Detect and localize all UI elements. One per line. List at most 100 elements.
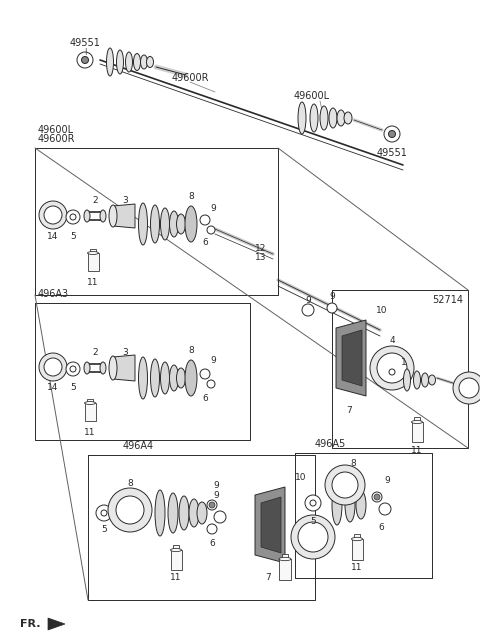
Text: 11: 11 <box>87 278 99 287</box>
Ellipse shape <box>356 491 366 519</box>
Ellipse shape <box>151 359 159 397</box>
Polygon shape <box>113 204 135 228</box>
Ellipse shape <box>404 369 410 391</box>
Text: 6: 6 <box>378 522 384 531</box>
Ellipse shape <box>100 210 106 222</box>
Ellipse shape <box>87 252 98 254</box>
Text: 5: 5 <box>310 516 316 526</box>
Ellipse shape <box>189 499 199 527</box>
Ellipse shape <box>298 522 328 552</box>
Text: 49551: 49551 <box>70 38 100 48</box>
Ellipse shape <box>337 110 345 126</box>
Text: 8: 8 <box>188 191 194 200</box>
Ellipse shape <box>39 201 67 229</box>
Text: 6: 6 <box>202 393 208 402</box>
Text: 49600L: 49600L <box>294 91 330 101</box>
Bar <box>87 399 93 403</box>
Text: 9: 9 <box>329 292 335 301</box>
Circle shape <box>66 210 80 224</box>
Ellipse shape <box>116 496 144 524</box>
Text: 9: 9 <box>213 491 219 500</box>
Text: 6: 6 <box>202 238 208 247</box>
Circle shape <box>70 214 76 220</box>
Bar <box>282 554 288 559</box>
Text: 14: 14 <box>48 231 59 240</box>
Bar <box>354 534 360 539</box>
Ellipse shape <box>329 108 337 128</box>
Ellipse shape <box>139 203 147 245</box>
Ellipse shape <box>177 368 185 388</box>
Circle shape <box>209 502 215 508</box>
Ellipse shape <box>133 53 141 70</box>
Ellipse shape <box>84 362 90 374</box>
Bar <box>279 559 291 580</box>
Ellipse shape <box>429 375 435 385</box>
Text: 49600L: 49600L <box>38 125 74 135</box>
Text: 10: 10 <box>295 473 307 482</box>
Ellipse shape <box>177 214 185 234</box>
Ellipse shape <box>344 112 352 124</box>
Ellipse shape <box>332 485 342 525</box>
Ellipse shape <box>39 353 67 381</box>
Circle shape <box>70 366 76 372</box>
Text: 11: 11 <box>411 446 423 455</box>
Ellipse shape <box>160 362 169 394</box>
Text: 4: 4 <box>389 336 395 345</box>
Circle shape <box>200 369 210 379</box>
Ellipse shape <box>146 57 154 68</box>
Text: 11: 11 <box>351 564 363 573</box>
Text: 52714: 52714 <box>432 295 463 305</box>
Ellipse shape <box>421 373 429 387</box>
Circle shape <box>101 510 107 516</box>
Bar <box>170 550 181 569</box>
Circle shape <box>207 226 215 234</box>
Bar <box>351 539 362 560</box>
Text: 3: 3 <box>122 196 128 205</box>
Circle shape <box>389 369 395 375</box>
Circle shape <box>96 505 112 521</box>
Text: 13: 13 <box>254 252 266 261</box>
Ellipse shape <box>459 378 479 398</box>
Circle shape <box>372 492 382 502</box>
Text: 10: 10 <box>376 305 388 314</box>
Bar <box>87 253 98 271</box>
Text: 496A4: 496A4 <box>122 441 154 451</box>
Bar <box>84 403 96 421</box>
Text: 8: 8 <box>127 478 133 488</box>
Text: 9: 9 <box>384 475 390 484</box>
Circle shape <box>207 500 217 510</box>
Ellipse shape <box>109 356 117 380</box>
Ellipse shape <box>84 402 96 404</box>
Ellipse shape <box>84 210 90 222</box>
Circle shape <box>77 52 93 68</box>
Ellipse shape <box>100 362 106 374</box>
Circle shape <box>374 494 380 500</box>
Ellipse shape <box>351 537 362 541</box>
Ellipse shape <box>320 106 328 130</box>
Ellipse shape <box>298 102 306 134</box>
Text: 49600R: 49600R <box>38 134 75 144</box>
Text: 8: 8 <box>188 345 194 354</box>
Circle shape <box>302 304 314 316</box>
Circle shape <box>214 511 226 523</box>
Text: 1: 1 <box>401 357 407 366</box>
Ellipse shape <box>107 48 113 76</box>
Circle shape <box>200 215 210 225</box>
Ellipse shape <box>117 50 123 74</box>
Circle shape <box>384 126 400 142</box>
Ellipse shape <box>310 104 318 132</box>
Bar <box>173 545 179 550</box>
Text: 2: 2 <box>92 196 98 205</box>
Text: 7: 7 <box>346 406 352 415</box>
Text: 8: 8 <box>350 459 356 468</box>
Text: FR.: FR. <box>20 619 40 629</box>
Ellipse shape <box>332 472 358 498</box>
Ellipse shape <box>411 421 422 424</box>
Text: 9: 9 <box>210 204 216 213</box>
Text: 9: 9 <box>213 480 219 489</box>
Ellipse shape <box>370 346 414 390</box>
Ellipse shape <box>413 371 420 389</box>
Ellipse shape <box>291 515 335 559</box>
Ellipse shape <box>44 358 62 376</box>
Ellipse shape <box>197 502 207 524</box>
